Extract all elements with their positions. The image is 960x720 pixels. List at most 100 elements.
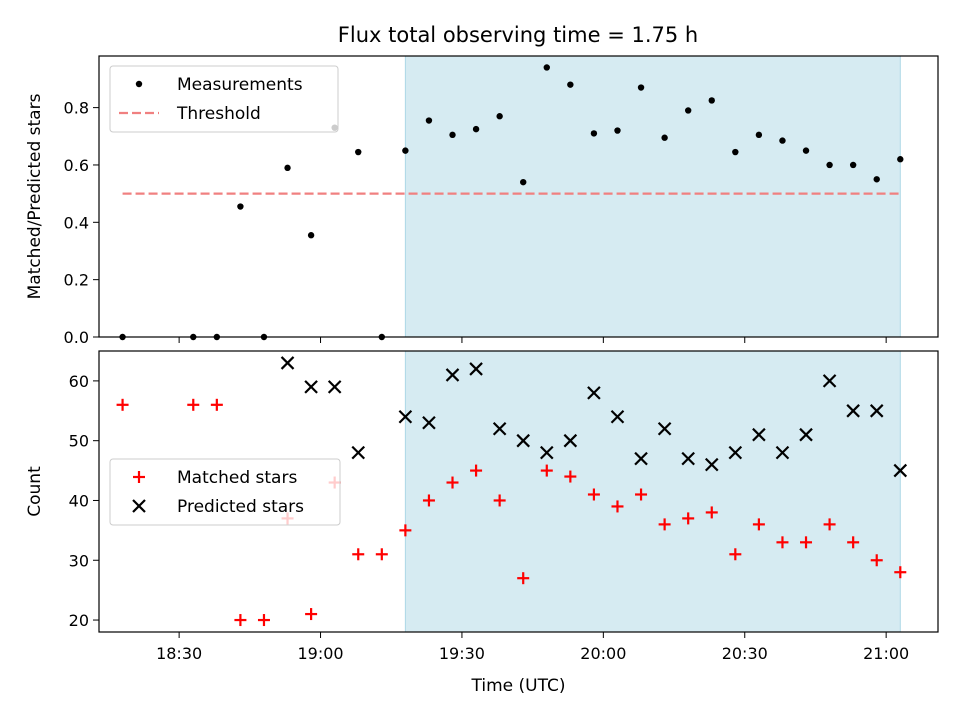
y-tick-label: 0.0 [64,328,89,347]
measurement-point [826,161,833,169]
measurement-point [637,84,645,91]
matched-star-point [823,518,836,531]
predicted-star-point [445,368,460,382]
legend-entry: Measurements [135,75,303,95]
measurement-point [590,130,598,137]
chart-title: Flux total observing time = 1.75 h [338,23,698,47]
matched-star-point [517,572,530,585]
predicted-star-point [492,421,507,436]
legend-box [109,458,341,526]
measurement-point [425,117,433,124]
measurement-point [449,131,456,139]
y-tick-label: 0.6 [64,156,89,175]
predicted-star-point [563,433,578,448]
matched-star-point [305,608,318,621]
x-tick-label: 21:00 [863,644,909,663]
measurement-point [684,107,692,114]
matched-star-point [187,398,200,411]
legend-label: Predicted stars [177,497,304,517]
measurement-point [520,178,527,186]
matched-star-point [116,398,129,411]
matched-star-point [587,488,600,501]
measurement-point [355,148,362,156]
predicted-star-point [516,433,530,448]
predicted-star-point [893,463,908,478]
matched-star-point [800,536,813,549]
matched-star-point [493,494,506,507]
predicted-star-point [681,451,695,466]
x-tick-label: 20:00 [580,644,626,663]
legend-box [109,65,339,133]
top-panel: 0.0 0.2 0.4 0.6 0.8 Matched/Predicted stars Me… [25,55,939,347]
legend-label: Matched stars [177,468,297,488]
legend-label: Measurements [177,75,303,95]
y-tick-label: 20 [69,611,89,630]
bottom-panel: 20 30 40 50 60 18:30 19:00 19:30 20:00 20:30 21:00… [25,350,939,696]
y-tick-label: 30 [69,551,89,570]
predicted-star-point [799,427,813,442]
matched-star-point [352,548,365,561]
matched-star-point [658,518,671,531]
y-tick-label: 50 [69,432,89,451]
matched-star-point [635,488,648,501]
measurement-point [802,147,810,154]
series-matched-stars [116,398,907,627]
matched-star-point [446,476,459,489]
matched-star-point [470,464,483,477]
y-tick-label: 0.8 [64,99,89,118]
predicted-star-point [422,415,436,430]
predicted-star-point [869,404,884,418]
observing-window-shade [404,350,901,633]
matched-star-point [540,464,553,477]
matched-star-point [894,566,907,579]
legend-entry: Threshold [119,104,261,124]
matched-star-point [422,494,435,507]
predicted-star-point [351,445,366,460]
matched-star-point [729,548,742,561]
measurement-point [567,81,574,88]
matched-star-point [564,470,577,483]
predicted-star-point [610,409,625,424]
y-axis-label: Matched/Predicted stars [25,93,45,299]
measurement-point [614,127,621,134]
observing-window-shade [404,55,901,338]
matched-star-point [870,554,883,567]
predicted-star-point [846,404,860,418]
predicted-star-point [304,380,318,394]
measurement-point [897,156,904,163]
measurement-point [496,113,503,120]
matched-star-point [682,512,695,525]
predicted-star-point [775,445,790,460]
x-axis-label: Time (UTC) [471,676,566,696]
measurement-point [284,164,291,172]
measurement-point [543,64,550,71]
legend-predicted-swatch [132,499,146,513]
predicted-star-point [657,421,672,436]
predicted-star-point [469,362,483,376]
measurement-point [661,134,668,141]
matched-star-point [776,536,789,549]
predicted-star-point [280,356,295,370]
y-tick-label: 60 [69,372,89,391]
y-tick-label: 40 [69,491,89,510]
series-predicted-stars [280,356,908,478]
predicted-star-point [704,457,719,472]
predicted-star-point [540,445,554,460]
matched-star-point [611,500,624,513]
measurement-point [472,125,480,133]
measurement-point [402,147,409,154]
measurement-point [732,148,739,156]
legend-entry: Predicted stars [132,497,304,517]
legend: Measurements Threshold [109,65,339,133]
legend-measurement-swatch [135,80,143,88]
predicted-star-point [398,409,413,424]
predicted-star-point [587,386,601,400]
matched-star-point [752,518,765,531]
y-axis-label: Count [25,466,45,517]
matched-star-point [705,506,718,519]
measurement-point [779,137,786,144]
measurement-point [755,131,763,139]
y-tick-label: 0.4 [64,213,89,232]
plot-frame [98,55,939,338]
